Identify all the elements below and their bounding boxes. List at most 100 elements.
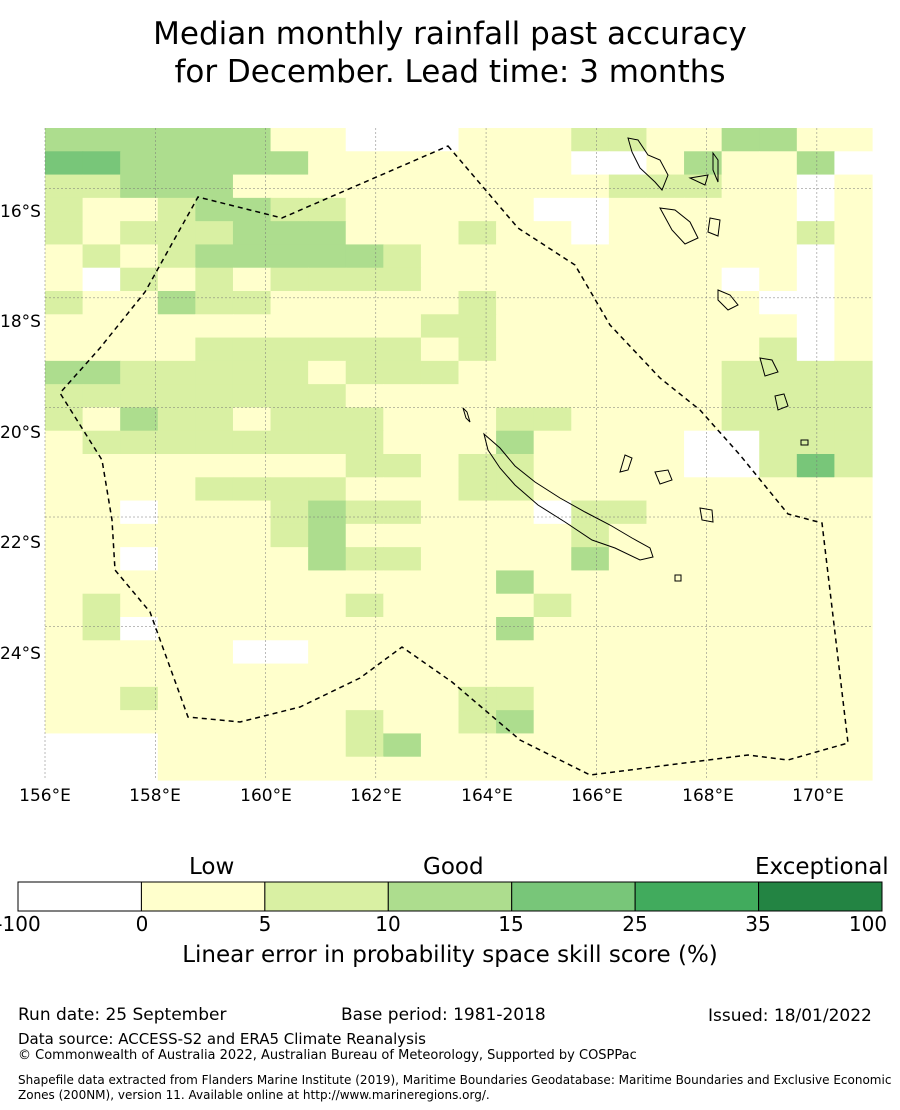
skill-cell (157, 267, 196, 292)
skill-cell (646, 314, 685, 339)
skill-cell (383, 174, 422, 199)
skill-cell (684, 221, 723, 246)
skill-cell (759, 523, 798, 548)
skill-cell (345, 291, 384, 315)
skill-cell (571, 337, 610, 362)
skill-cell (796, 337, 836, 362)
skill-cell (120, 430, 159, 455)
skill-cell (420, 221, 460, 246)
skill-cell (420, 174, 460, 199)
skill-cell (157, 733, 196, 758)
skill-cell (157, 314, 196, 339)
skill-cell (533, 407, 572, 432)
skill-cell (571, 593, 610, 618)
skill-cell (834, 617, 873, 641)
skill-cell (232, 314, 272, 339)
skill-cell (82, 291, 121, 315)
colorbar-tick: -100 (0, 912, 41, 936)
skill-cell (82, 663, 121, 688)
coastlines (462, 137, 809, 582)
colorbar-label: Linear error in probability space skill … (182, 942, 718, 968)
skill-cell (646, 197, 685, 222)
colorbar-tick: 25 (622, 912, 648, 936)
skill-cell (533, 477, 572, 502)
skill-cell (684, 570, 723, 595)
skill-cell (383, 407, 422, 432)
skill-cell (646, 407, 685, 432)
skill-cell (420, 477, 460, 502)
skill-cell (232, 454, 272, 478)
skill-cell (796, 663, 836, 688)
eez-boundary (59, 145, 849, 776)
skill-cell (383, 640, 422, 665)
skill-cell (82, 523, 121, 548)
skill-cell (383, 710, 422, 735)
skill-cell (646, 291, 685, 315)
skill-cell (458, 593, 497, 618)
skill-cell (45, 523, 84, 548)
lat-tick-20s: 20°S (0, 423, 41, 443)
skill-cell (721, 733, 760, 758)
skill-cell (608, 733, 648, 758)
skill-cell (308, 360, 347, 385)
skill-cell (383, 756, 422, 781)
skill-cell (721, 314, 760, 339)
skill-cell (834, 197, 873, 222)
skill-cell (232, 477, 272, 502)
skill-cell (157, 570, 196, 595)
skill-cell (458, 617, 497, 641)
skill-cell (533, 128, 572, 152)
skill-cell (195, 640, 234, 665)
skill-cell (420, 663, 460, 688)
skill-cell (383, 128, 422, 152)
skill-cell (721, 291, 760, 315)
vanuatu-coast (627, 137, 669, 191)
colorbar-swatch (634, 881, 760, 912)
skill-cell (45, 454, 84, 478)
skill-cell (571, 221, 610, 246)
skill-cell (345, 244, 384, 269)
colorbar-tick: 10 (375, 912, 401, 936)
skill-cell (383, 360, 422, 385)
skill-cell (684, 710, 723, 735)
skill-cell (157, 477, 196, 502)
skill-cell (420, 593, 460, 618)
skill-cell (308, 477, 347, 502)
skill-cell (533, 547, 572, 572)
skill-cell (721, 500, 760, 525)
skill-cell (646, 151, 685, 176)
skill-cell (571, 756, 610, 781)
skill-cell (420, 314, 460, 339)
skill-cell (646, 523, 685, 548)
skill-cell (120, 128, 159, 152)
skill-cell (571, 314, 610, 339)
skill-cell (195, 500, 234, 525)
skill-cell (120, 291, 159, 315)
lon-tick-162e: 162°E (350, 786, 402, 806)
skill-cell (82, 477, 121, 502)
skill-cell (496, 663, 535, 688)
skill-cell (496, 570, 535, 595)
skill-cell (834, 291, 873, 315)
skill-cell (834, 733, 873, 758)
skill-cell (420, 454, 460, 478)
skill-cell (232, 384, 272, 409)
skill-cell (646, 617, 685, 641)
skill-cell (759, 454, 798, 478)
skill-cell (533, 523, 572, 548)
skill-cell (571, 523, 610, 548)
skill-cell (232, 244, 272, 269)
vanuatu-coast (707, 217, 721, 237)
skill-cell (834, 454, 873, 478)
skill-cell (458, 197, 497, 222)
skill-cell (759, 291, 798, 315)
skill-cell (684, 267, 723, 292)
skill-cell (684, 291, 723, 315)
skill-cell (458, 128, 497, 152)
skill-cell (270, 197, 309, 222)
skill-cell (120, 500, 159, 525)
skill-cell (82, 314, 121, 339)
skill-cell (834, 756, 873, 781)
skill-cell (571, 617, 610, 641)
skill-cell (608, 314, 648, 339)
